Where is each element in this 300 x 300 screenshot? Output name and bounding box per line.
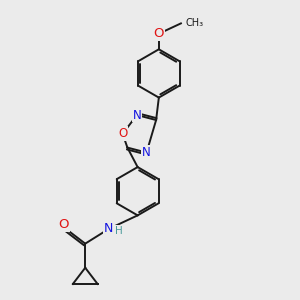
Text: N: N [142, 146, 151, 159]
Text: N: N [133, 109, 141, 122]
Text: O: O [154, 27, 164, 40]
Text: O: O [118, 127, 127, 140]
Text: N: N [104, 222, 113, 236]
Text: H: H [115, 226, 122, 236]
Text: O: O [58, 218, 69, 231]
Text: CH₃: CH₃ [185, 18, 203, 28]
